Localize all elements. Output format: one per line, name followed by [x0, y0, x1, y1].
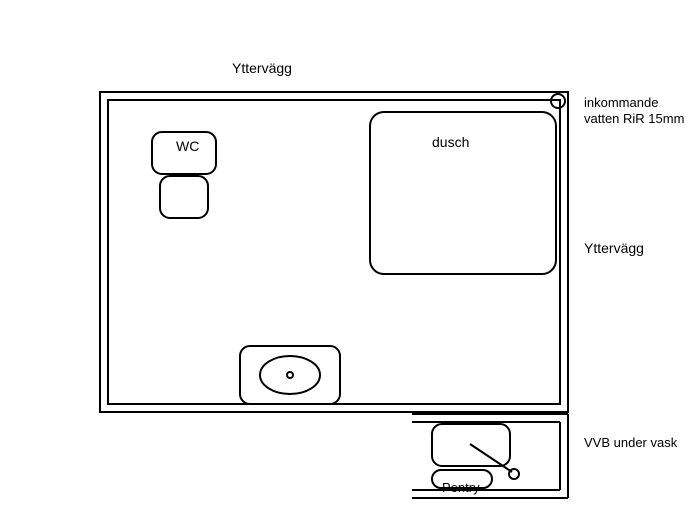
floorplan-canvas: Yttervägg Yttervägg inkommande vatten Ri…: [0, 0, 700, 525]
room-inner-wall: [108, 100, 560, 404]
floorplan-svg: [0, 0, 700, 525]
shower-area: [370, 112, 556, 274]
pentry-tap-knob: [509, 469, 519, 479]
pentry-tap-stem: [470, 444, 512, 472]
wc-cistern: [160, 176, 208, 218]
pentry-drainer: [432, 470, 492, 488]
bathroom-sink-bowl: [260, 356, 320, 394]
wc-seat: [152, 132, 216, 174]
bathroom-sink: [240, 346, 340, 404]
bathroom-sink-drain: [287, 372, 293, 378]
room-outer-wall: [100, 92, 568, 412]
